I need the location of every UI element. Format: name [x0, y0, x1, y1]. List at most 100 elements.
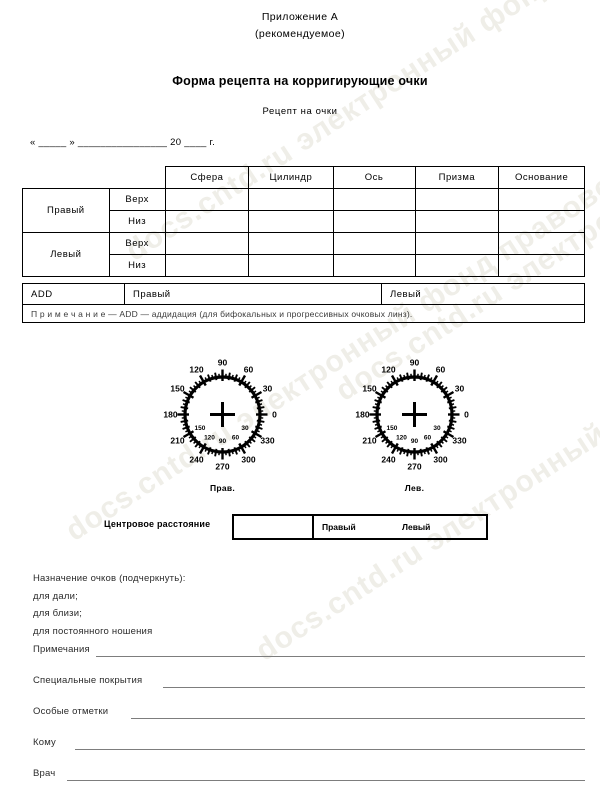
- cell-left-bottom-prism[interactable]: [414, 254, 500, 277]
- dial-right-caption: Прав.: [209, 483, 236, 493]
- cell-right-bottom-sphere[interactable]: [164, 210, 250, 233]
- date-line: « _____ » ________________ 20 ____ г.: [30, 137, 216, 148]
- table-row: Левый Верх: [22, 232, 585, 277]
- field-special-marks: Особые отметки: [33, 706, 108, 717]
- field-doctor-label: Врач: [33, 768, 56, 779]
- field-coatings-rule[interactable]: [163, 687, 585, 688]
- svg-text:270: 270: [407, 462, 421, 472]
- cell-right-bottom-axis[interactable]: [332, 210, 416, 233]
- svg-text:150: 150: [170, 384, 184, 394]
- table-row: Низ: [23, 210, 585, 233]
- cell-right-bottom-prism[interactable]: [414, 210, 500, 233]
- cell-right-top-base[interactable]: [498, 188, 585, 211]
- centering-distance-label: Центровое расстояние: [104, 519, 211, 529]
- svg-text:60: 60: [232, 435, 240, 442]
- column-header-sphere: Сфера: [164, 166, 250, 189]
- svg-text:90: 90: [410, 358, 420, 368]
- field-special-marks-rule[interactable]: [131, 718, 585, 719]
- centering-distance-box[interactable]: Правый Левый: [232, 514, 488, 540]
- add-note-row: П р и м е ч а н и е — ADD — аддидация (д…: [22, 304, 585, 323]
- add-right-cell[interactable]: Правый: [124, 283, 382, 305]
- field-patient: Кому: [33, 737, 56, 748]
- svg-text:240: 240: [189, 455, 203, 465]
- column-header-cylinder: Цилиндр: [248, 166, 334, 189]
- svg-text:0: 0: [464, 410, 469, 420]
- svg-text:90: 90: [411, 438, 419, 445]
- centering-right-label: Правый: [322, 522, 356, 532]
- svg-text:330: 330: [260, 436, 274, 446]
- svg-text:120: 120: [381, 364, 395, 374]
- svg-text:150: 150: [387, 425, 398, 432]
- field-patient-rule[interactable]: [75, 749, 585, 750]
- table-corner-cell-2: [109, 167, 165, 189]
- cell-left-bottom-cylinder[interactable]: [248, 254, 334, 277]
- field-special-marks-label: Особые отметки: [33, 706, 109, 717]
- svg-text:0: 0: [272, 410, 277, 420]
- row-label-top-1: Верх: [108, 188, 166, 211]
- table-row: Правый Верх: [22, 188, 585, 233]
- table-header-row: Сфера Цилиндр Ось Призма Основание: [23, 166, 585, 189]
- cell-left-top-axis[interactable]: [332, 232, 416, 255]
- svg-text:150: 150: [362, 384, 376, 394]
- centering-distance-divider: [312, 516, 314, 538]
- svg-text:30: 30: [241, 425, 249, 432]
- purpose-option-near[interactable]: для близи;: [33, 608, 83, 619]
- cell-left-bottom-axis[interactable]: [332, 254, 416, 277]
- field-coatings: Специальные покрытия: [33, 675, 142, 686]
- svg-text:210: 210: [170, 436, 184, 446]
- row-label-bottom-2: Низ: [108, 254, 166, 277]
- add-left-cell[interactable]: Левый: [381, 283, 585, 305]
- table-row: Низ: [23, 254, 585, 277]
- svg-text:210: 210: [362, 436, 376, 446]
- purpose-option-constant[interactable]: для постоянного ношения: [33, 625, 153, 637]
- add-label: ADD: [22, 283, 125, 305]
- svg-text:30: 30: [433, 425, 441, 432]
- axis-dial-right: 0 30 60 90 120 150 180 210 240 270 300 330 30 60 90 12…: [160, 352, 285, 494]
- row-label-top-2: Верх: [108, 232, 166, 255]
- field-doctor-rule[interactable]: [67, 780, 585, 781]
- field-notes-label: Примечания: [33, 644, 90, 655]
- page-title: Форма рецепта на корригирующие очки: [172, 74, 428, 88]
- column-header-axis: Ось: [332, 166, 416, 189]
- svg-text:240: 240: [381, 455, 395, 465]
- column-header-base: Основание: [498, 166, 585, 189]
- cell-left-bottom-sphere[interactable]: [164, 254, 250, 277]
- field-notes-rule[interactable]: [96, 656, 585, 657]
- cell-left-bottom-base[interactable]: [498, 254, 585, 277]
- svg-text:180: 180: [355, 410, 369, 420]
- axis-dial-left: 0 30 60 90 120 150 180 210 240 270 300 330 30 60 90 12…: [352, 352, 477, 494]
- purpose-option-distance[interactable]: для дали;: [33, 590, 78, 602]
- field-patient-label: Кому: [33, 737, 57, 748]
- svg-text:60: 60: [436, 364, 446, 374]
- cell-right-top-prism[interactable]: [414, 188, 500, 211]
- svg-text:180: 180: [163, 410, 177, 420]
- recommendation-label: (рекомендуемое): [254, 28, 346, 40]
- row-label-bottom-1: Низ: [108, 210, 166, 233]
- cell-right-top-cylinder[interactable]: [248, 188, 334, 211]
- cell-right-top-sphere[interactable]: [164, 188, 250, 211]
- svg-text:120: 120: [396, 435, 407, 442]
- cell-left-top-sphere[interactable]: [164, 232, 250, 255]
- svg-text:150: 150: [195, 425, 206, 432]
- cell-right-bottom-cylinder[interactable]: [248, 210, 334, 233]
- svg-text:60: 60: [424, 435, 432, 442]
- add-table: ADD Правый Левый П р и м е ч а н и е — A…: [22, 283, 585, 323]
- cell-left-top-prism[interactable]: [414, 232, 500, 255]
- column-header-prism: Призма: [414, 166, 500, 189]
- centering-left-label: Левый: [402, 522, 431, 532]
- svg-text:60: 60: [244, 364, 254, 374]
- svg-text:120: 120: [204, 435, 215, 442]
- row-label-right-eye: Правый: [22, 188, 110, 233]
- svg-text:30: 30: [263, 384, 273, 394]
- cell-left-top-base[interactable]: [498, 232, 585, 255]
- cell-right-bottom-base[interactable]: [498, 210, 585, 233]
- prescription-table: Сфера Цилиндр Ось Призма Основание Правы…: [22, 166, 585, 277]
- cell-right-top-axis[interactable]: [332, 188, 416, 211]
- field-notes: Примечания: [33, 644, 90, 655]
- svg-text:300: 300: [241, 455, 255, 465]
- cell-left-top-cylinder[interactable]: [248, 232, 334, 255]
